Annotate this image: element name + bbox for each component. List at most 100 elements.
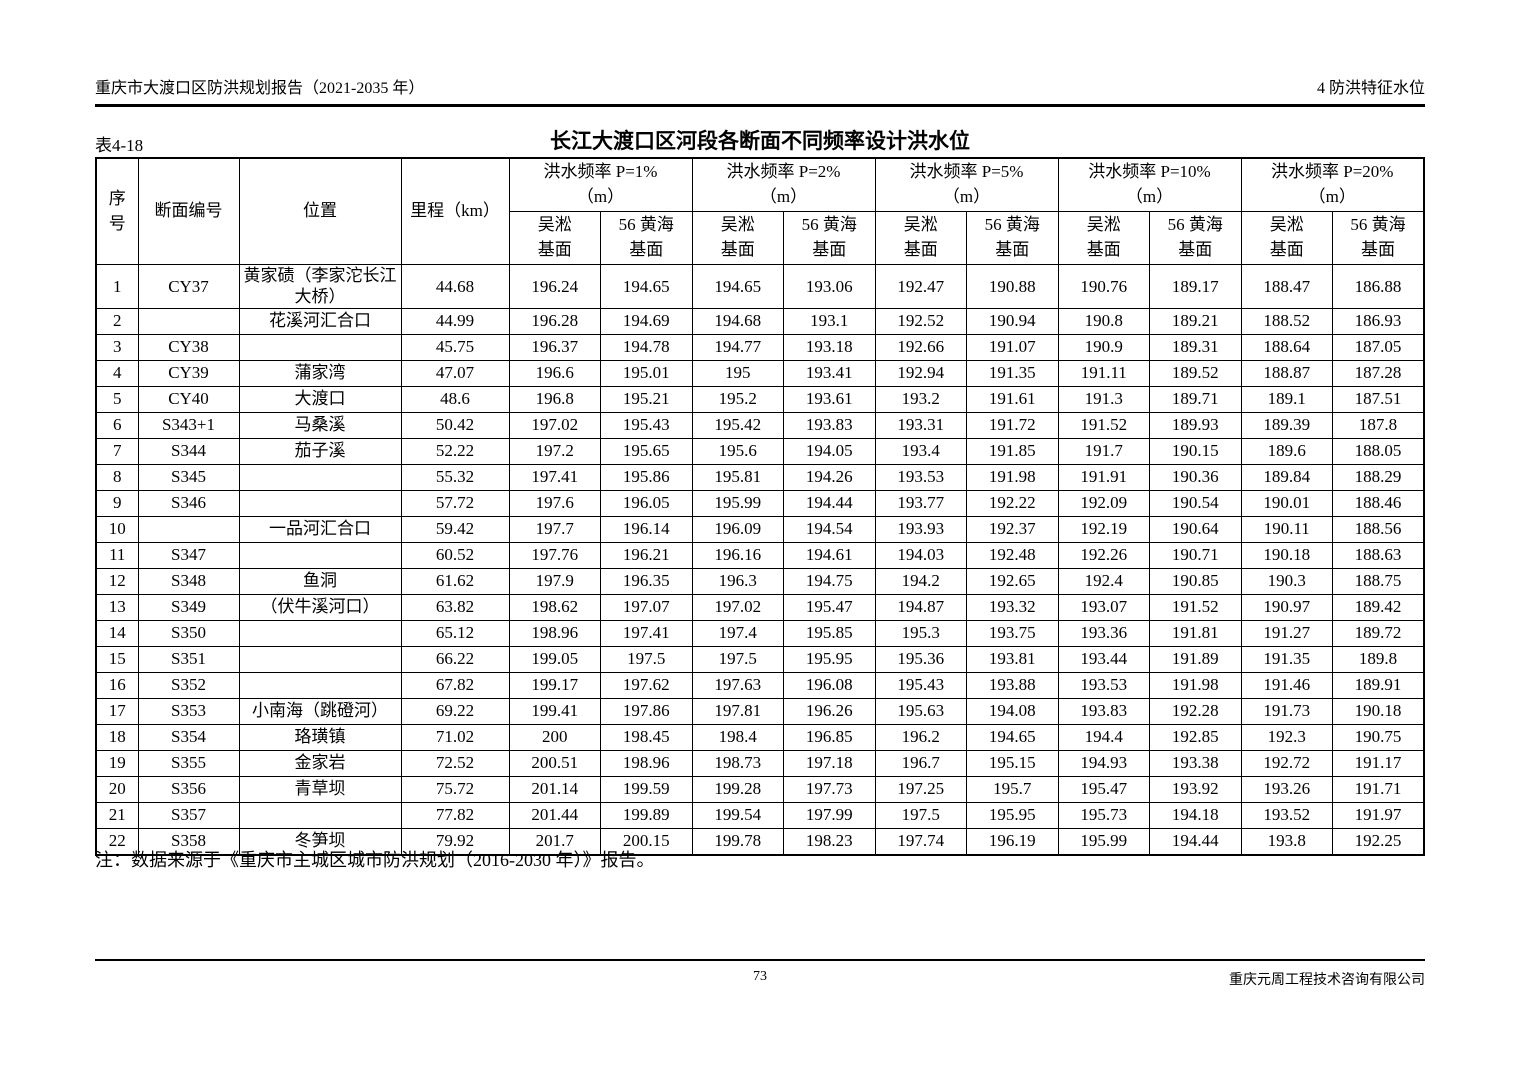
value-cell: 190.94 — [966, 307, 1059, 335]
value-cell: 194.08 — [966, 697, 1059, 725]
value-cell: 191.61 — [966, 385, 1059, 413]
value-cell: 186.93 — [1332, 307, 1425, 335]
mileage-cell: 52.22 — [400, 437, 510, 465]
freq-group-header-1: 洪水频率 P=1% （m） — [508, 157, 693, 212]
value-cell: 195.63 — [874, 697, 967, 725]
location-cell — [238, 619, 402, 647]
value-cell: 191.97 — [1332, 801, 1425, 829]
section-id-cell: CY37 — [137, 264, 240, 309]
value-cell: 187.28 — [1332, 359, 1425, 387]
location-cell: 蒲家湾 — [238, 359, 402, 387]
freq-group-header-5: 洪水频率 P=20% （m） — [1240, 157, 1425, 212]
freq-group-header-4: 洪水频率 P=10% （m） — [1057, 157, 1242, 212]
table-header: 序 号 断面编号 位置 里程（km） 洪水频率 P=1% （m） 洪水频率 P=2… — [95, 157, 1425, 265]
location-cell: 马桑溪 — [238, 411, 402, 439]
mileage-cell: 55.32 — [400, 463, 510, 491]
seq-cell: 7 — [95, 437, 139, 465]
value-cell: 191.71 — [1332, 775, 1425, 803]
value-cell: 197.74 — [874, 827, 967, 855]
section-id-cell: S358 — [137, 827, 240, 855]
value-cell: 191.91 — [1057, 463, 1150, 491]
value-cell: 189.39 — [1240, 411, 1333, 439]
mileage-cell: 44.99 — [400, 307, 510, 335]
section-id-cell: S352 — [137, 671, 240, 699]
huanghai-datum-header: 56 黄海 基面 — [1149, 211, 1242, 265]
value-cell: 188.63 — [1332, 541, 1425, 569]
seq-cell: 10 — [95, 515, 139, 543]
value-cell: 192.47 — [874, 264, 967, 309]
seq-cell: 16 — [95, 671, 139, 699]
value-cell: 199.28 — [691, 775, 784, 803]
value-cell: 194.87 — [874, 593, 967, 621]
location-cell: 金家岩 — [238, 749, 402, 777]
section-id-cell: S349 — [137, 593, 240, 621]
value-cell: 197.81 — [691, 697, 784, 725]
value-cell: 197.99 — [783, 801, 876, 829]
section-id-cell: S354 — [137, 723, 240, 751]
seq-cell: 14 — [95, 619, 139, 647]
mileage-cell: 65.12 — [400, 619, 510, 647]
mileage-cell: 66.22 — [400, 645, 510, 673]
section-id-cell: S343+1 — [137, 411, 240, 439]
location-cell — [238, 671, 402, 699]
seq-cell: 6 — [95, 411, 139, 439]
table-row: 12 S348 鱼洞 61.62 197.9 196.35 196.3 194.75 194.2… — [95, 567, 1425, 595]
seq-cell: 2 — [95, 307, 139, 335]
value-cell: 195.99 — [691, 489, 784, 517]
page-header: 重庆市大渡口区防洪规划报告（2021-2035 年） 4 防洪特征水位 — [95, 74, 1425, 107]
value-cell: 194.69 — [600, 307, 693, 335]
value-cell: 195.81 — [691, 463, 784, 491]
value-cell: 194.65 — [966, 723, 1059, 751]
value-cell: 191.73 — [1240, 697, 1333, 725]
value-cell: 192.22 — [966, 489, 1059, 517]
value-cell: 192.65 — [966, 567, 1059, 595]
value-cell: 193.07 — [1057, 593, 1150, 621]
section-id-cell: S348 — [137, 567, 240, 595]
value-cell: 198.4 — [691, 723, 784, 751]
location-cell: 大渡口 — [238, 385, 402, 413]
value-cell: 191.17 — [1332, 749, 1425, 777]
value-cell: 191.27 — [1240, 619, 1333, 647]
value-cell: 197.63 — [691, 671, 784, 699]
value-cell: 195.43 — [874, 671, 967, 699]
value-cell: 197.02 — [691, 593, 784, 621]
value-cell: 189.42 — [1332, 593, 1425, 621]
wusong-datum-header: 吴淞 基面 — [874, 211, 967, 265]
mileage-cell: 60.52 — [400, 541, 510, 569]
seq-cell: 21 — [95, 801, 139, 829]
value-cell: 193.8 — [1240, 827, 1333, 855]
location-cell: 青草坝 — [238, 775, 402, 803]
mileage-cell: 69.22 — [400, 697, 510, 725]
value-cell: 196.24 — [508, 264, 601, 309]
seq-cell: 12 — [95, 567, 139, 595]
location-cell: 一品河汇合口 — [238, 515, 402, 543]
value-cell: 188.64 — [1240, 333, 1333, 361]
value-cell: 188.75 — [1332, 567, 1425, 595]
table-row: 18 S354 珞璜镇 71.02 200 198.45 198.4 196.85 196.2 1… — [95, 723, 1425, 751]
value-cell: 196.21 — [600, 541, 693, 569]
value-cell: 191.7 — [1057, 437, 1150, 465]
table-row: 14 S350 65.12 198.96 197.41 197.4 195.85 195.3 1… — [95, 619, 1425, 647]
value-cell: 191.11 — [1057, 359, 1150, 387]
section-id-cell — [137, 515, 240, 543]
value-cell: 195.73 — [1057, 801, 1150, 829]
mileage-cell: 48.6 — [400, 385, 510, 413]
value-cell: 195.21 — [600, 385, 693, 413]
location-cell: 小南海（跳磴河） — [238, 697, 402, 725]
value-cell: 192.26 — [1057, 541, 1150, 569]
value-cell: 192.48 — [966, 541, 1059, 569]
table-row: 19 S355 金家岩 72.52 200.51 198.96 198.73 197.18 19… — [95, 749, 1425, 777]
seq-cell: 4 — [95, 359, 139, 387]
section-id-cell: S344 — [137, 437, 240, 465]
section-id-cell: S345 — [137, 463, 240, 491]
value-cell: 191.72 — [966, 411, 1059, 439]
seq-cell: 18 — [95, 723, 139, 751]
value-cell: 189.52 — [1149, 359, 1242, 387]
value-cell: 189.72 — [1332, 619, 1425, 647]
column-header-mileage: 里程（km） — [400, 157, 510, 265]
value-cell: 189.1 — [1240, 385, 1333, 413]
value-cell: 192.72 — [1240, 749, 1333, 777]
section-id-cell: S347 — [137, 541, 240, 569]
value-cell: 197.41 — [508, 463, 601, 491]
value-cell: 187.05 — [1332, 333, 1425, 361]
